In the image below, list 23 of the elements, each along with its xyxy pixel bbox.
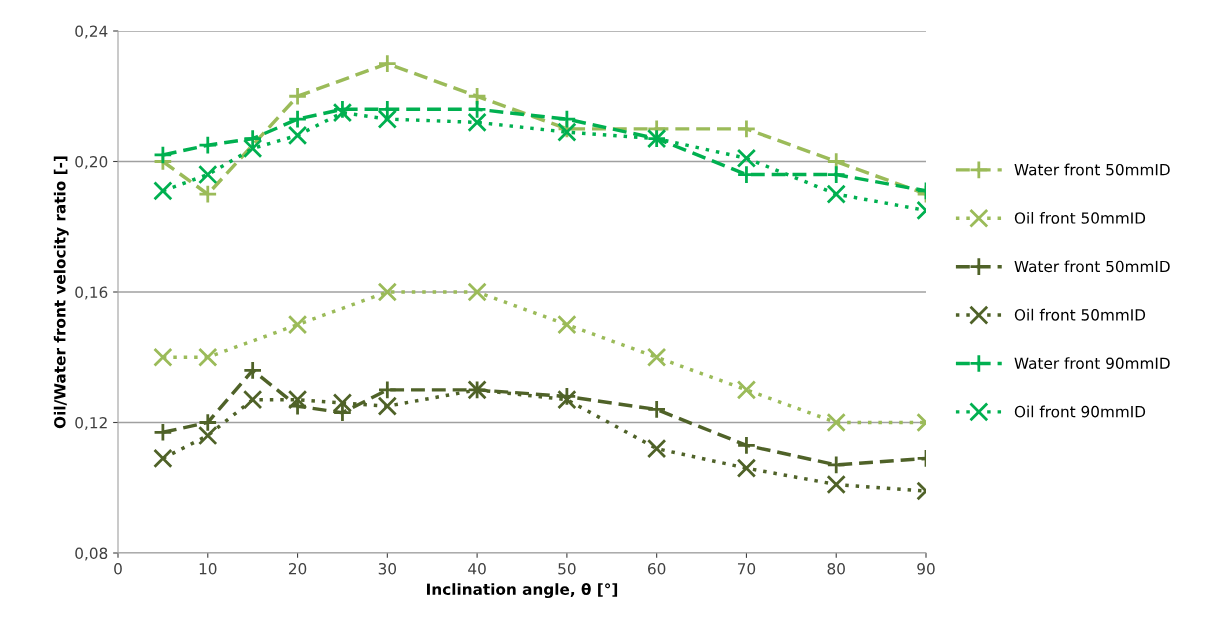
legend-label: Oil front 50mmID xyxy=(1014,212,1146,224)
y-axis-title: Oil/Water front velocity ratio [-] xyxy=(53,156,69,429)
x-tick-label: 60 xyxy=(648,562,666,575)
x-tick-label: 80 xyxy=(827,562,845,575)
x-tick-label: 30 xyxy=(378,562,397,575)
y-tick-label: 0,24 xyxy=(75,25,108,39)
x-axis-title: Inclination angle, θ [°] xyxy=(427,583,618,599)
x-tick-label: 20 xyxy=(288,562,307,575)
y-tick-label: 0,12 xyxy=(75,416,107,431)
legend-label: Oil front 50mmID xyxy=(1014,308,1146,321)
x-tick-label: 40 xyxy=(468,562,486,575)
legend-label: Water front 50mmID xyxy=(1014,260,1170,273)
y-tick-label: 0,20 xyxy=(75,155,108,170)
x-tick-label: 10 xyxy=(199,562,217,575)
x-tick-label: 90 xyxy=(917,562,935,575)
x-tick-label: 70 xyxy=(737,562,756,575)
x-tick-label: 50 xyxy=(558,562,576,575)
legend-label: Water front 90mmID xyxy=(1014,357,1170,370)
y-tick-label: 0,16 xyxy=(75,286,108,300)
x-tick-label: 0 xyxy=(114,562,122,575)
y-tick-label: 0,08 xyxy=(75,547,108,561)
legend-label: Water front 50mmID xyxy=(1014,163,1170,176)
legend-label: Oil front 90mmID xyxy=(1014,405,1146,418)
